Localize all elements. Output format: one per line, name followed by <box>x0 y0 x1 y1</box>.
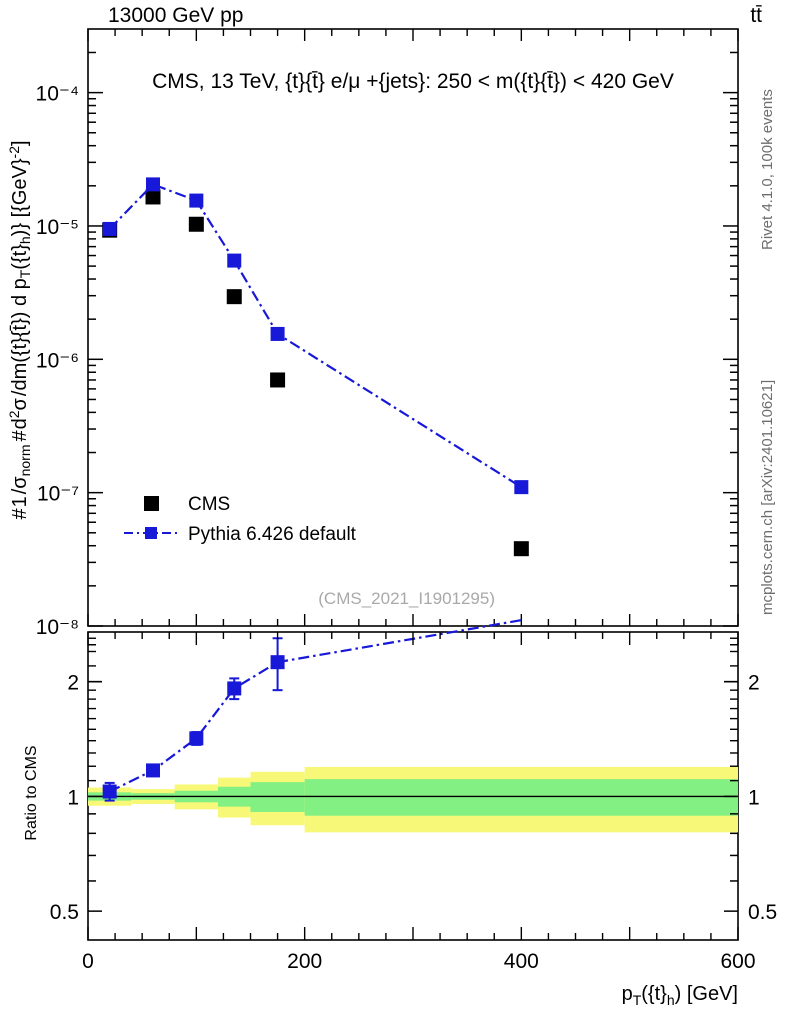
legend-marker-pythia <box>145 527 157 539</box>
data-marker <box>270 326 285 341</box>
ratio-panel: 2 2 1 1 0.5 0.5 0 200 400 600 <box>50 619 777 973</box>
data-line-pythia <box>108 183 522 489</box>
legend-label-cms: CMS <box>188 494 230 515</box>
main-panel-ticks <box>87 29 739 627</box>
data-marker <box>227 253 242 268</box>
main-panel-frame <box>87 28 739 627</box>
legend-label-pythia: Pythia 6.426 default <box>188 524 357 545</box>
ratio-y-axis-label: Ratio to CMS <box>23 745 40 840</box>
main-y-axis-label: #1/σnorm#d2σ/dm({t}{t̄}) d pT({t}h)} [{G… <box>6 140 33 519</box>
x-axis-tick-labels: 0 200 400 600 <box>82 950 755 973</box>
ratio-marker <box>146 763 160 778</box>
rivet-version-label: Rivet 4.1.0, 100k events <box>759 89 776 250</box>
ratio-marker <box>102 784 117 799</box>
ratio-y-tick-label-right: 2 <box>748 672 760 695</box>
ratio-marker <box>270 655 285 670</box>
data-marker <box>189 193 204 208</box>
main-y-tick-label: 10⁻⁴ <box>36 83 79 106</box>
ratio-band-inner <box>304 779 738 816</box>
data-marker <box>145 189 161 205</box>
main-y-tick-label: 10⁻⁶ <box>36 349 79 372</box>
analysis-id-watermark: (CMS_2021_I1901295) <box>318 589 495 608</box>
main-y-tick-label: 10⁻⁵ <box>36 216 79 239</box>
data-marker <box>188 216 204 232</box>
main-y-tick-labels: 10⁻⁴ 10⁻⁵ 10⁻⁶ 10⁻⁷ 10⁻⁸ <box>36 83 79 639</box>
ratio-panel-ticks <box>88 637 738 912</box>
legend: CMS Pythia 6.426 default <box>124 494 357 545</box>
data-marker <box>514 480 529 495</box>
x-tick-label: 600 <box>720 950 755 973</box>
data-marker <box>270 372 286 388</box>
data-marker <box>146 177 160 192</box>
x-tick-label: 0 <box>82 950 94 973</box>
main-y-tick-label: 10⁻⁷ <box>37 483 79 506</box>
legend-marker-cms <box>144 496 159 511</box>
ratio-y-tick-label-right: 0.5 <box>748 901 777 924</box>
svg-text:#1/σnorm#d2σ/dm({t}{t̄}) d pT(: #1/σnorm#d2σ/dm({t}{t̄}) d pT({t}h)} [{G… <box>6 140 33 519</box>
x-axis-ticks <box>87 632 739 940</box>
data-marker <box>226 289 242 305</box>
ratio-y-tick-label: 2 <box>67 672 79 695</box>
mcplots-source-label: mcplots.cern.ch [arXiv:2401.10621] <box>759 380 776 615</box>
x-tick-label: 400 <box>504 950 539 973</box>
data-marker <box>513 541 529 557</box>
main-y-tick-label: 10⁻⁸ <box>36 616 79 639</box>
header-right: tt̄ <box>750 4 762 27</box>
ratio-data-series <box>102 619 522 802</box>
data-marker <box>102 221 117 236</box>
header-left: 13000 GeV pp <box>108 4 243 27</box>
plot-title: CMS, 13 TeV, {t}{t̄} e/μ +{jets}: 250 < … <box>152 70 674 93</box>
ratio-y-tick-label: 1 <box>67 786 79 809</box>
ratio-line <box>109 619 522 793</box>
x-axis-label: pT({t}h) [GeV] <box>622 983 738 1008</box>
main-panel: 10⁻⁴ 10⁻⁵ 10⁻⁶ 10⁻⁷ 10⁻⁸ CMS, 13 TeV, {t}{t̄… <box>36 28 739 639</box>
ratio-y-tick-label-right: 1 <box>748 786 760 809</box>
ratio-y-tick-label: 0.5 <box>50 901 79 924</box>
ratio-y-tick-labels: 2 2 1 1 0.5 0.5 <box>50 672 777 924</box>
ratio-marker <box>227 681 242 696</box>
main-data-series <box>102 177 529 557</box>
x-tick-label: 200 <box>287 950 322 973</box>
ratio-marker <box>189 731 204 746</box>
